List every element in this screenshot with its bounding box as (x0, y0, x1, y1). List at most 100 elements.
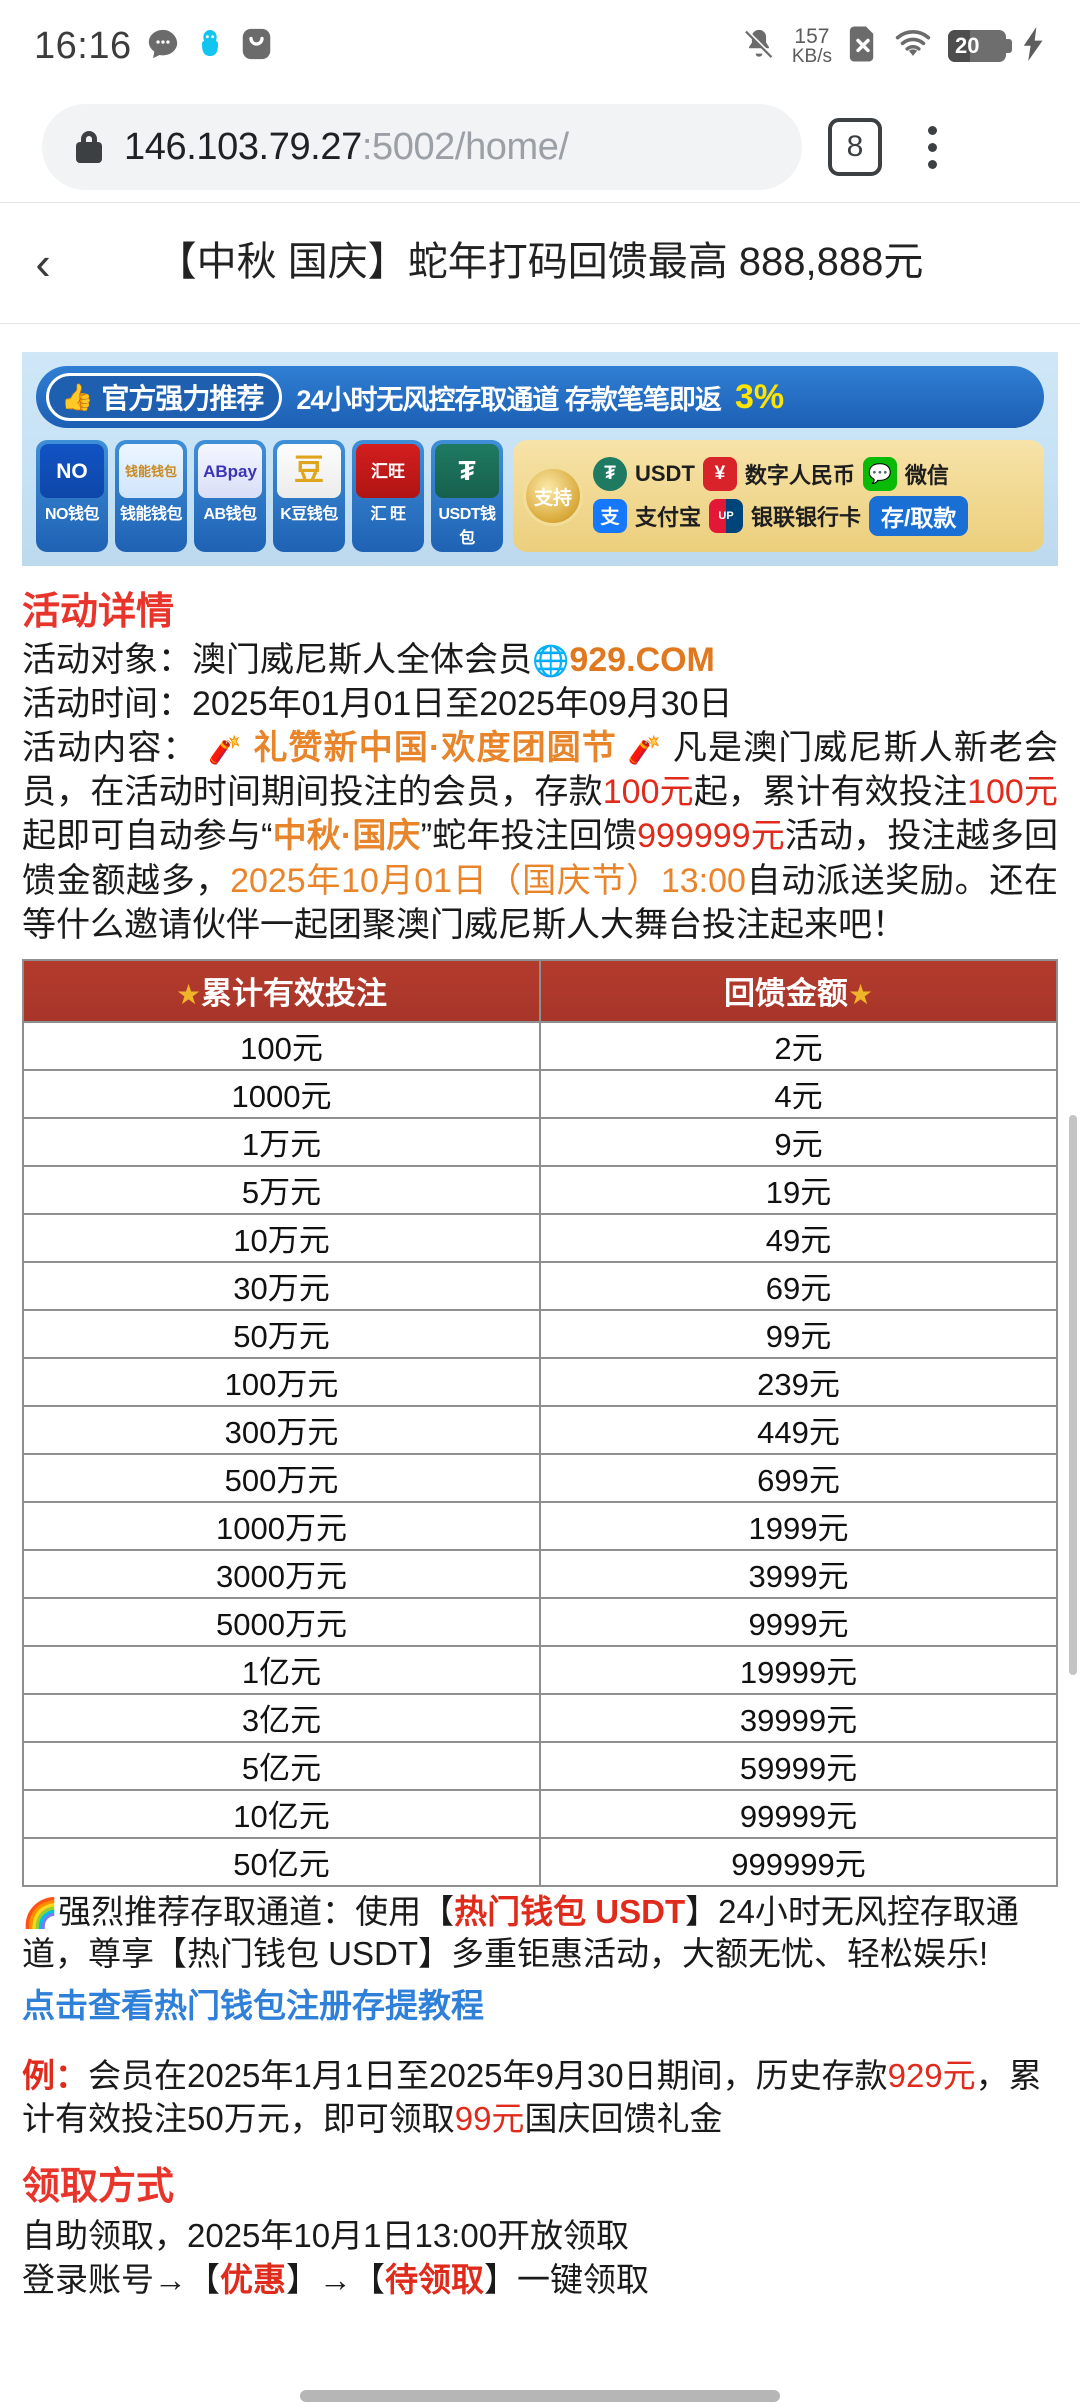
chat-bubble-icon (146, 27, 180, 66)
cell-bet-amount: 50亿元 (22, 1836, 541, 1887)
claim-menu-pending: 待领取 (385, 2261, 484, 2299)
network-speed-indicator: 157 KB/s (791, 25, 832, 67)
address-bar[interactable]: 146.103.79.27:5002/home/ (42, 104, 802, 190)
activity-time-line: 活动时间：2025年01月01日至2025年09月30日 (22, 683, 1058, 727)
cell-bet-amount: 1亿元 (22, 1644, 541, 1695)
app-badge-icon (240, 26, 273, 67)
example-part-1: 会员在2025年1月1日至2025年9月30日期间，历史存款 (88, 2057, 888, 2095)
wallet-logo: ₮ (435, 444, 499, 498)
table-row: 10亿元 99999元 (22, 1788, 1058, 1839)
wallet-logo: 豆 (277, 444, 341, 498)
table-row: 5000万元 9999元 (22, 1596, 1058, 1647)
wallet-name: AB钱包 (203, 506, 257, 523)
table-row: 1000万元 1999元 (22, 1500, 1058, 1551)
status-clock: 16:16 (34, 24, 132, 67)
wechat-icon: 💬 (862, 456, 897, 491)
cell-rebate-amount: 59999元 (539, 1740, 1058, 1791)
cell-bet-amount: 100万元 (22, 1356, 541, 1407)
cell-rebate-amount: 1999元 (539, 1500, 1058, 1551)
payment-label: USDT (635, 460, 695, 486)
table-row: 50万元 99元 (22, 1308, 1058, 1359)
browser-toolbar: 146.103.79.27:5002/home/ 8 (0, 92, 1080, 202)
cell-rebate-amount: 99元 (539, 1308, 1058, 1359)
cell-bet-amount: 10万元 (22, 1212, 541, 1263)
cell-rebate-amount: 4元 (539, 1068, 1058, 1119)
battery-indicator: 20 (948, 30, 1012, 62)
activity-target-value: 澳门威尼斯人全体会员 (192, 641, 532, 679)
content-part-2: 起，累计有效投注 (693, 773, 968, 812)
claim-menu-promo: 优惠 (220, 2261, 286, 2299)
table-row: 3亿元 39999元 (22, 1692, 1058, 1743)
battery-level-label: 20 (955, 33, 980, 58)
wallet-logo: ABpay (198, 444, 262, 498)
cell-rebate-amount: 9999元 (539, 1596, 1058, 1647)
cell-bet-amount: 5亿元 (22, 1740, 541, 1791)
wifi-icon (894, 28, 932, 65)
globe-icon: 🌐 (532, 645, 570, 678)
cell-bet-amount: 100元 (22, 1020, 541, 1071)
cell-bet-amount: 5万元 (22, 1164, 541, 1215)
claim-line-1: 自助领取，2025年10月1日13:00开放领取 (22, 2217, 630, 2255)
official-recommend-pill: 👍 官方强力推荐 (46, 373, 283, 421)
content-amount-2: 100元 (967, 773, 1058, 812)
example-paragraph: 例：会员在2025年1月1日至2025年9月30日期间，历史存款929元，累计有… (22, 2055, 1058, 2141)
activity-time-value: 2025年01月01日至2025年09月30日 (192, 684, 733, 723)
charging-bolt-icon (1022, 26, 1046, 66)
table-row: 50亿元 999999元 (22, 1836, 1058, 1887)
claim-line-2: 登录账号→【优惠】→【待领取】一键领取 (22, 2258, 1058, 2302)
horizontal-scrollbar[interactable] (300, 2390, 780, 2402)
table-row: 3000万元 3999元 (22, 1548, 1058, 1599)
content-part-4: ”蛇年投注回馈 (420, 817, 638, 856)
wallet-tutorial-link[interactable]: 点击查看热门钱包注册存提教程 (22, 1987, 484, 2025)
cell-rebate-amount: 2元 (539, 1020, 1058, 1071)
alipay-icon: 支 (593, 498, 627, 533)
content-amount-1: 100元 (602, 773, 694, 812)
kebab-menu-icon[interactable] (910, 125, 954, 169)
payment-label: 银联银行卡 (751, 504, 862, 530)
table-row: 10万元 49元 (22, 1212, 1058, 1263)
example-label: 例： (22, 2057, 88, 2095)
cell-bet-amount: 300万元 (22, 1404, 541, 1455)
wallet-logo: NO (40, 444, 104, 498)
chinese-knot-icon: 🧨 (208, 735, 243, 766)
wallet-card[interactable]: 汇旺 汇 旺 (352, 440, 424, 552)
section-heading-details: 活动详情 (22, 591, 175, 633)
activity-target-line: 活动对象：澳门威尼斯人全体会员🌐929.COM (22, 639, 1058, 683)
activity-time-label: 活动时间： (22, 684, 192, 723)
wallet-card[interactable]: ABpay AB钱包 (194, 440, 266, 552)
claim-part-mid: 】→【 (286, 2261, 385, 2299)
banner-headline: 24小时无风控存取通道 存款笔笔即返 (296, 384, 722, 415)
promo-banner[interactable]: 👍 官方强力推荐 24小时无风控存取通道 存款笔笔即返 3% NO NO钱包 钱… (22, 352, 1058, 566)
cell-bet-amount: 500万元 (22, 1452, 541, 1503)
table-row: 100万元 239元 (22, 1356, 1058, 1407)
qq-penguin-icon (194, 27, 226, 66)
banner-headline-row: 👍 官方强力推荐 24小时无风控存取通道 存款笔笔即返 3% (36, 366, 1044, 428)
rebate-table-body: 100元 2元 1000元 4元 1万元 9元 5万元 19元 10万元 49元 30万元 69元 50… (22, 1020, 1058, 1887)
content-part-1: 凡是澳门威尼斯人新老会员，在活动时间期间投注的会员，存款 (22, 729, 1058, 812)
vertical-scrollbar[interactable] (1069, 1115, 1077, 1675)
payment-label: 支付宝 (635, 504, 702, 530)
tab-count-button[interactable]: 8 (828, 118, 882, 176)
back-button[interactable]: ‹ (35, 237, 51, 289)
payment-row: ₮ USDT ¥ 数字人民币 💬 微信 (593, 456, 1034, 491)
wallet-card[interactable]: 豆 K豆钱包 (273, 440, 345, 552)
cell-rebate-amount: 69元 (539, 1260, 1058, 1311)
page-title: 【中秋 国庆】蛇年打码回馈最高 888,888元 (156, 240, 924, 285)
cell-rebate-amount: 19元 (539, 1164, 1058, 1215)
wallet-name: USDT钱包 (438, 506, 496, 547)
payment-grid: ₮ USDT ¥ 数字人民币 💬 微信 支 支付宝 UP 银联银行卡 存/取款 (593, 456, 1034, 536)
wallet-card[interactable]: ₮ USDT钱包 (431, 440, 503, 552)
brand-domain: 929.COM (569, 641, 715, 679)
activity-target-label: 活动对象： (22, 641, 192, 679)
wallet-card[interactable]: NO NO钱包 (36, 440, 108, 552)
example-amount-2: 99元 (454, 2100, 525, 2138)
festival-slogan-2: 中秋·国庆 (272, 817, 421, 856)
page-content: 👍 官方强力推荐 24小时无风控存取通道 存款笔笔即返 3% NO NO钱包 钱… (0, 352, 1080, 2303)
deposit-withdraw-button[interactable]: 存/取款 (869, 495, 969, 536)
status-bar-left: 16:16 (34, 25, 273, 68)
cell-bet-amount: 1000元 (22, 1068, 541, 1119)
thumbs-up-icon: 👍 (61, 382, 94, 412)
wallet-card[interactable]: 钱能钱包 钱能钱包 (115, 440, 187, 552)
cell-bet-amount: 3亿元 (22, 1692, 541, 1743)
claim-part-pre: 登录账号→【 (22, 2261, 220, 2299)
